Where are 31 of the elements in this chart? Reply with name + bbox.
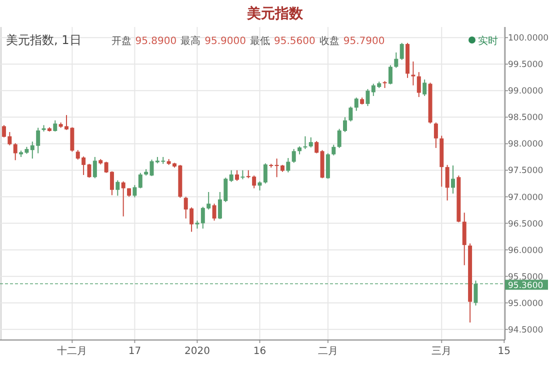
- annotation: 实时: [478, 35, 498, 47]
- y-tick-label: 97.0000: [508, 192, 544, 203]
- x-tick-label: 16: [253, 346, 266, 357]
- x-tick-label: 15: [498, 346, 511, 357]
- x-tick-label: 17: [128, 346, 142, 357]
- y-tick-label: 99.5000: [508, 60, 544, 70]
- y-tick-label: 94.5000: [508, 325, 544, 336]
- y-tick-label: 98.0000: [508, 140, 544, 150]
- x-tick-label: 二月: [318, 346, 338, 357]
- annotation: 开盘: [111, 35, 132, 47]
- annotation: 95.7900: [343, 36, 385, 47]
- x-tick-label: 三月: [432, 346, 452, 357]
- y-tick-label: 95.5000: [508, 272, 544, 282]
- annotation: 95.8900: [135, 36, 177, 47]
- y-tick-label: 95.0000: [508, 298, 544, 309]
- x-tick-label: 2020: [184, 346, 210, 357]
- chart-title: 美元指数: [246, 5, 304, 22]
- y-tick-label: 98.5000: [508, 113, 544, 124]
- x-tick-label: 十二月: [57, 345, 88, 357]
- y-tick-label: 100.0000: [508, 34, 549, 44]
- y-tick-label: 96.5000: [508, 219, 544, 230]
- annotation: 95.9000: [204, 36, 246, 47]
- annotation: 95.5600: [274, 36, 316, 47]
- y-tick-label: 97.5000: [508, 166, 544, 176]
- y-tick-label: 99.0000: [508, 86, 544, 97]
- ref-line-label: 95.3600: [508, 280, 544, 291]
- annotation: 美元指数, 1日: [6, 33, 82, 47]
- annotation: 最高: [180, 35, 201, 47]
- annotation: 最低: [250, 36, 270, 47]
- y-tick-label: 96.0000: [508, 246, 544, 256]
- annotation: 收盘: [319, 35, 340, 47]
